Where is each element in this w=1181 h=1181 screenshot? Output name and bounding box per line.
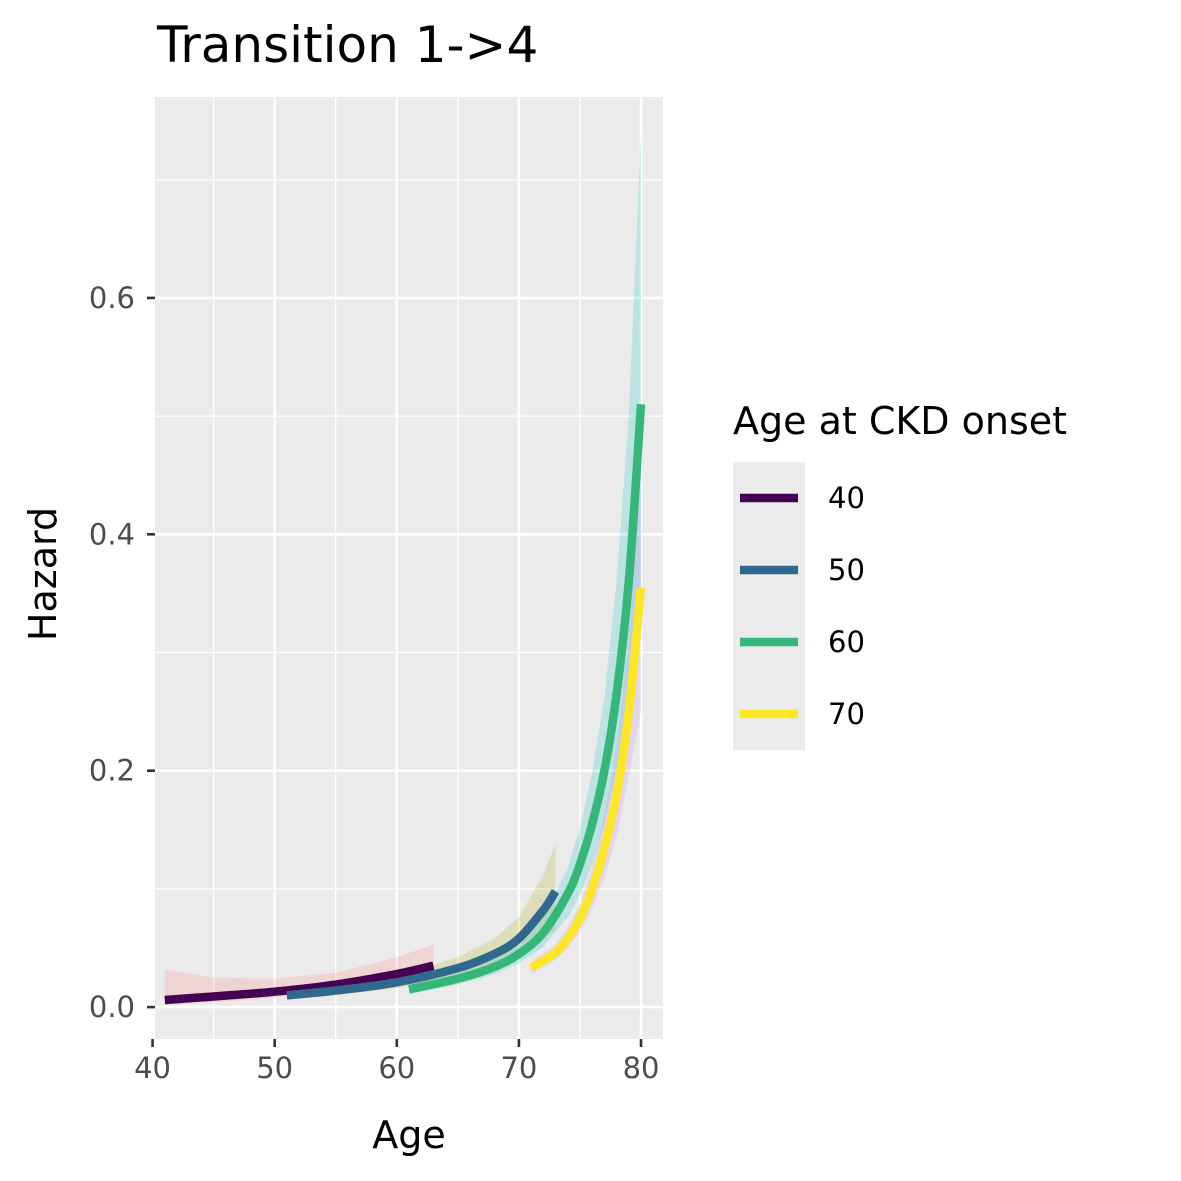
ribbon-40: [164, 944, 434, 1005]
y-tick-label: 0.2: [89, 754, 135, 788]
y-axis: 0.0 0.2 0.4 0.6: [89, 281, 155, 1024]
legend-label-40: 40: [828, 481, 865, 515]
y-axis-title: Hazard: [21, 507, 65, 641]
x-axis: 40 50 60 70 80: [134, 1039, 659, 1085]
y-tick-label: 0.0: [89, 990, 135, 1024]
legend-label-70: 70: [828, 697, 865, 731]
line-series-50: [286, 888, 560, 1000]
legend-label-50: 50: [828, 553, 865, 587]
plot-panel: [155, 97, 663, 1039]
x-tick-label: 60: [378, 1051, 415, 1085]
legend-key-background: [733, 462, 805, 750]
line-series-70: [528, 587, 646, 972]
minor-gridlines: [155, 97, 663, 1039]
x-axis-title: Age: [372, 1113, 446, 1157]
x-tick-label: 50: [256, 1051, 293, 1085]
legend: Age at CKD onset 40 50 60 70: [733, 399, 1067, 750]
legend-title: Age at CKD onset: [733, 399, 1067, 443]
y-tick-label: 0.4: [89, 517, 135, 551]
line-series-40: [164, 961, 435, 1005]
y-tick-label: 0.6: [89, 281, 135, 315]
legend-label-60: 60: [828, 625, 865, 659]
x-tick-label: 70: [500, 1051, 537, 1085]
legend-items: 40 50 60 70: [740, 481, 865, 731]
major-gridlines: [151, 97, 663, 1039]
x-tick-label: 40: [134, 1051, 171, 1085]
line-series-60: [408, 404, 646, 994]
hazard-lines: [164, 404, 646, 1005]
x-tick-label: 80: [623, 1051, 660, 1085]
chart-title: Transition 1->4: [156, 16, 538, 74]
